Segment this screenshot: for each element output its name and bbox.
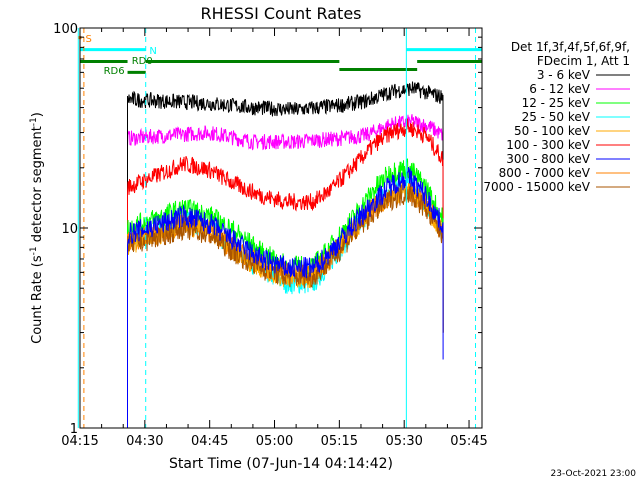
footer-timestamp: 23-Oct-2021 23:00 (551, 469, 637, 479)
series-line-9 (127, 185, 444, 428)
series-line-6 (127, 118, 444, 428)
series-line-4 (127, 174, 444, 428)
y-axis-label-sup2: -1 (29, 117, 39, 126)
series-line-7 (127, 166, 444, 428)
legend-label-4: 25 - 50 keV (522, 110, 591, 124)
legend: Det 1f,3f,4f,5f,6f,9f, FDecim 1, Att 1 3… (483, 40, 630, 194)
legend-label-8: 800 - 7000 keV (499, 166, 591, 180)
legend-label-5: 50 - 100 keV (514, 124, 591, 138)
x-tick-label-5: 05:30 (385, 434, 422, 449)
legend-header-line-1: Det 1f,3f,4f,5f,6f,9f, (511, 40, 630, 54)
y-axis-label: Count Rate (s-1 detector segment-1) (29, 112, 45, 344)
axes-layer: 04:15 04:30 04:45 05:00 05:15 05:30 05:45 1 10 10… (53, 22, 488, 449)
y-axis-label-end: ) (30, 112, 45, 117)
y-axis-label-mid: detector segment (30, 126, 45, 246)
annotation-s: S (85, 34, 91, 45)
y-axis-label-sup1: -1 (29, 246, 39, 255)
x-tick-label-3: 05:00 (256, 434, 293, 449)
legend-label-2: 6 - 12 keV (529, 82, 591, 96)
legend-label-3: 12 - 25 keV (522, 96, 591, 110)
series-line-1 (127, 81, 444, 428)
x-tick-label-2: 04:45 (191, 434, 228, 449)
legend-label-6: 100 - 300 keV (506, 138, 590, 152)
legend-label-9: 7000 - 15000 keV (483, 180, 590, 194)
x-tick-label-6: 05:45 (450, 434, 487, 449)
chart-title: RHESSI Count Rates (201, 4, 362, 23)
x-tick-label-0: 04:15 (61, 434, 98, 449)
y-tick-label-1: 10 (61, 222, 78, 237)
y-axis-label-main: Count Rate (s (30, 255, 45, 344)
plot-frame (79, 27, 483, 429)
x-tick-label-1: 04:30 (126, 434, 163, 449)
annotation-rd0: RD0 (132, 56, 153, 67)
y-tick-label-0: 1 (70, 422, 78, 437)
annotation-n: N (149, 46, 156, 57)
x-axis-label: Start Time (07-Jun-14 04:14:42) (169, 456, 393, 472)
series-layer (127, 81, 444, 428)
legend-label-7: 300 - 800 keV (506, 152, 590, 166)
legend-label-1: 3 - 6 keV (537, 68, 591, 82)
flag-bars-layer (80, 48, 482, 74)
y-tick-label-2: 100 (53, 22, 78, 37)
x-tick-label-4: 05:15 (321, 434, 358, 449)
legend-header-line-2: FDecim 1, Att 1 (537, 54, 630, 68)
annotation-rd6: RD6 (104, 66, 125, 77)
